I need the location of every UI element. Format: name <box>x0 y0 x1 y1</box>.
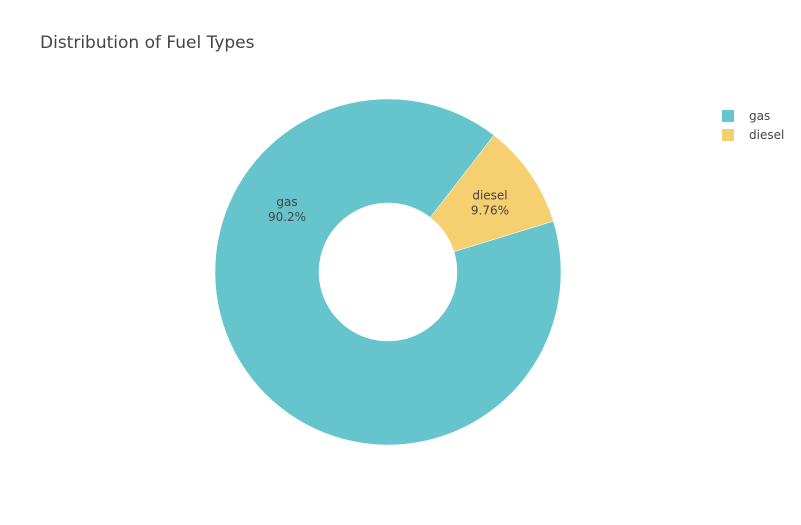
legend-label-diesel: diesel <box>749 127 785 142</box>
legend-swatch-gas <box>722 109 734 122</box>
legend-swatch-diesel <box>722 128 734 141</box>
slice-label-gas: gas <box>276 195 297 209</box>
slice-gas[interactable] <box>214 98 562 446</box>
slice-value-label-gas: 90.2% <box>268 210 306 224</box>
legend-label-gas: gas <box>749 108 771 123</box>
chart-title: Distribution of Fuel Types <box>40 33 255 53</box>
legend: gas diesel <box>722 106 784 144</box>
slice-label-diesel: diesel <box>472 188 507 202</box>
slice-value-label-diesel: 9.76% <box>471 203 509 217</box>
legend-item-gas[interactable]: gas <box>722 106 784 125</box>
slice-diesel[interactable] <box>429 134 554 253</box>
legend-item-diesel[interactable]: diesel <box>722 125 784 144</box>
